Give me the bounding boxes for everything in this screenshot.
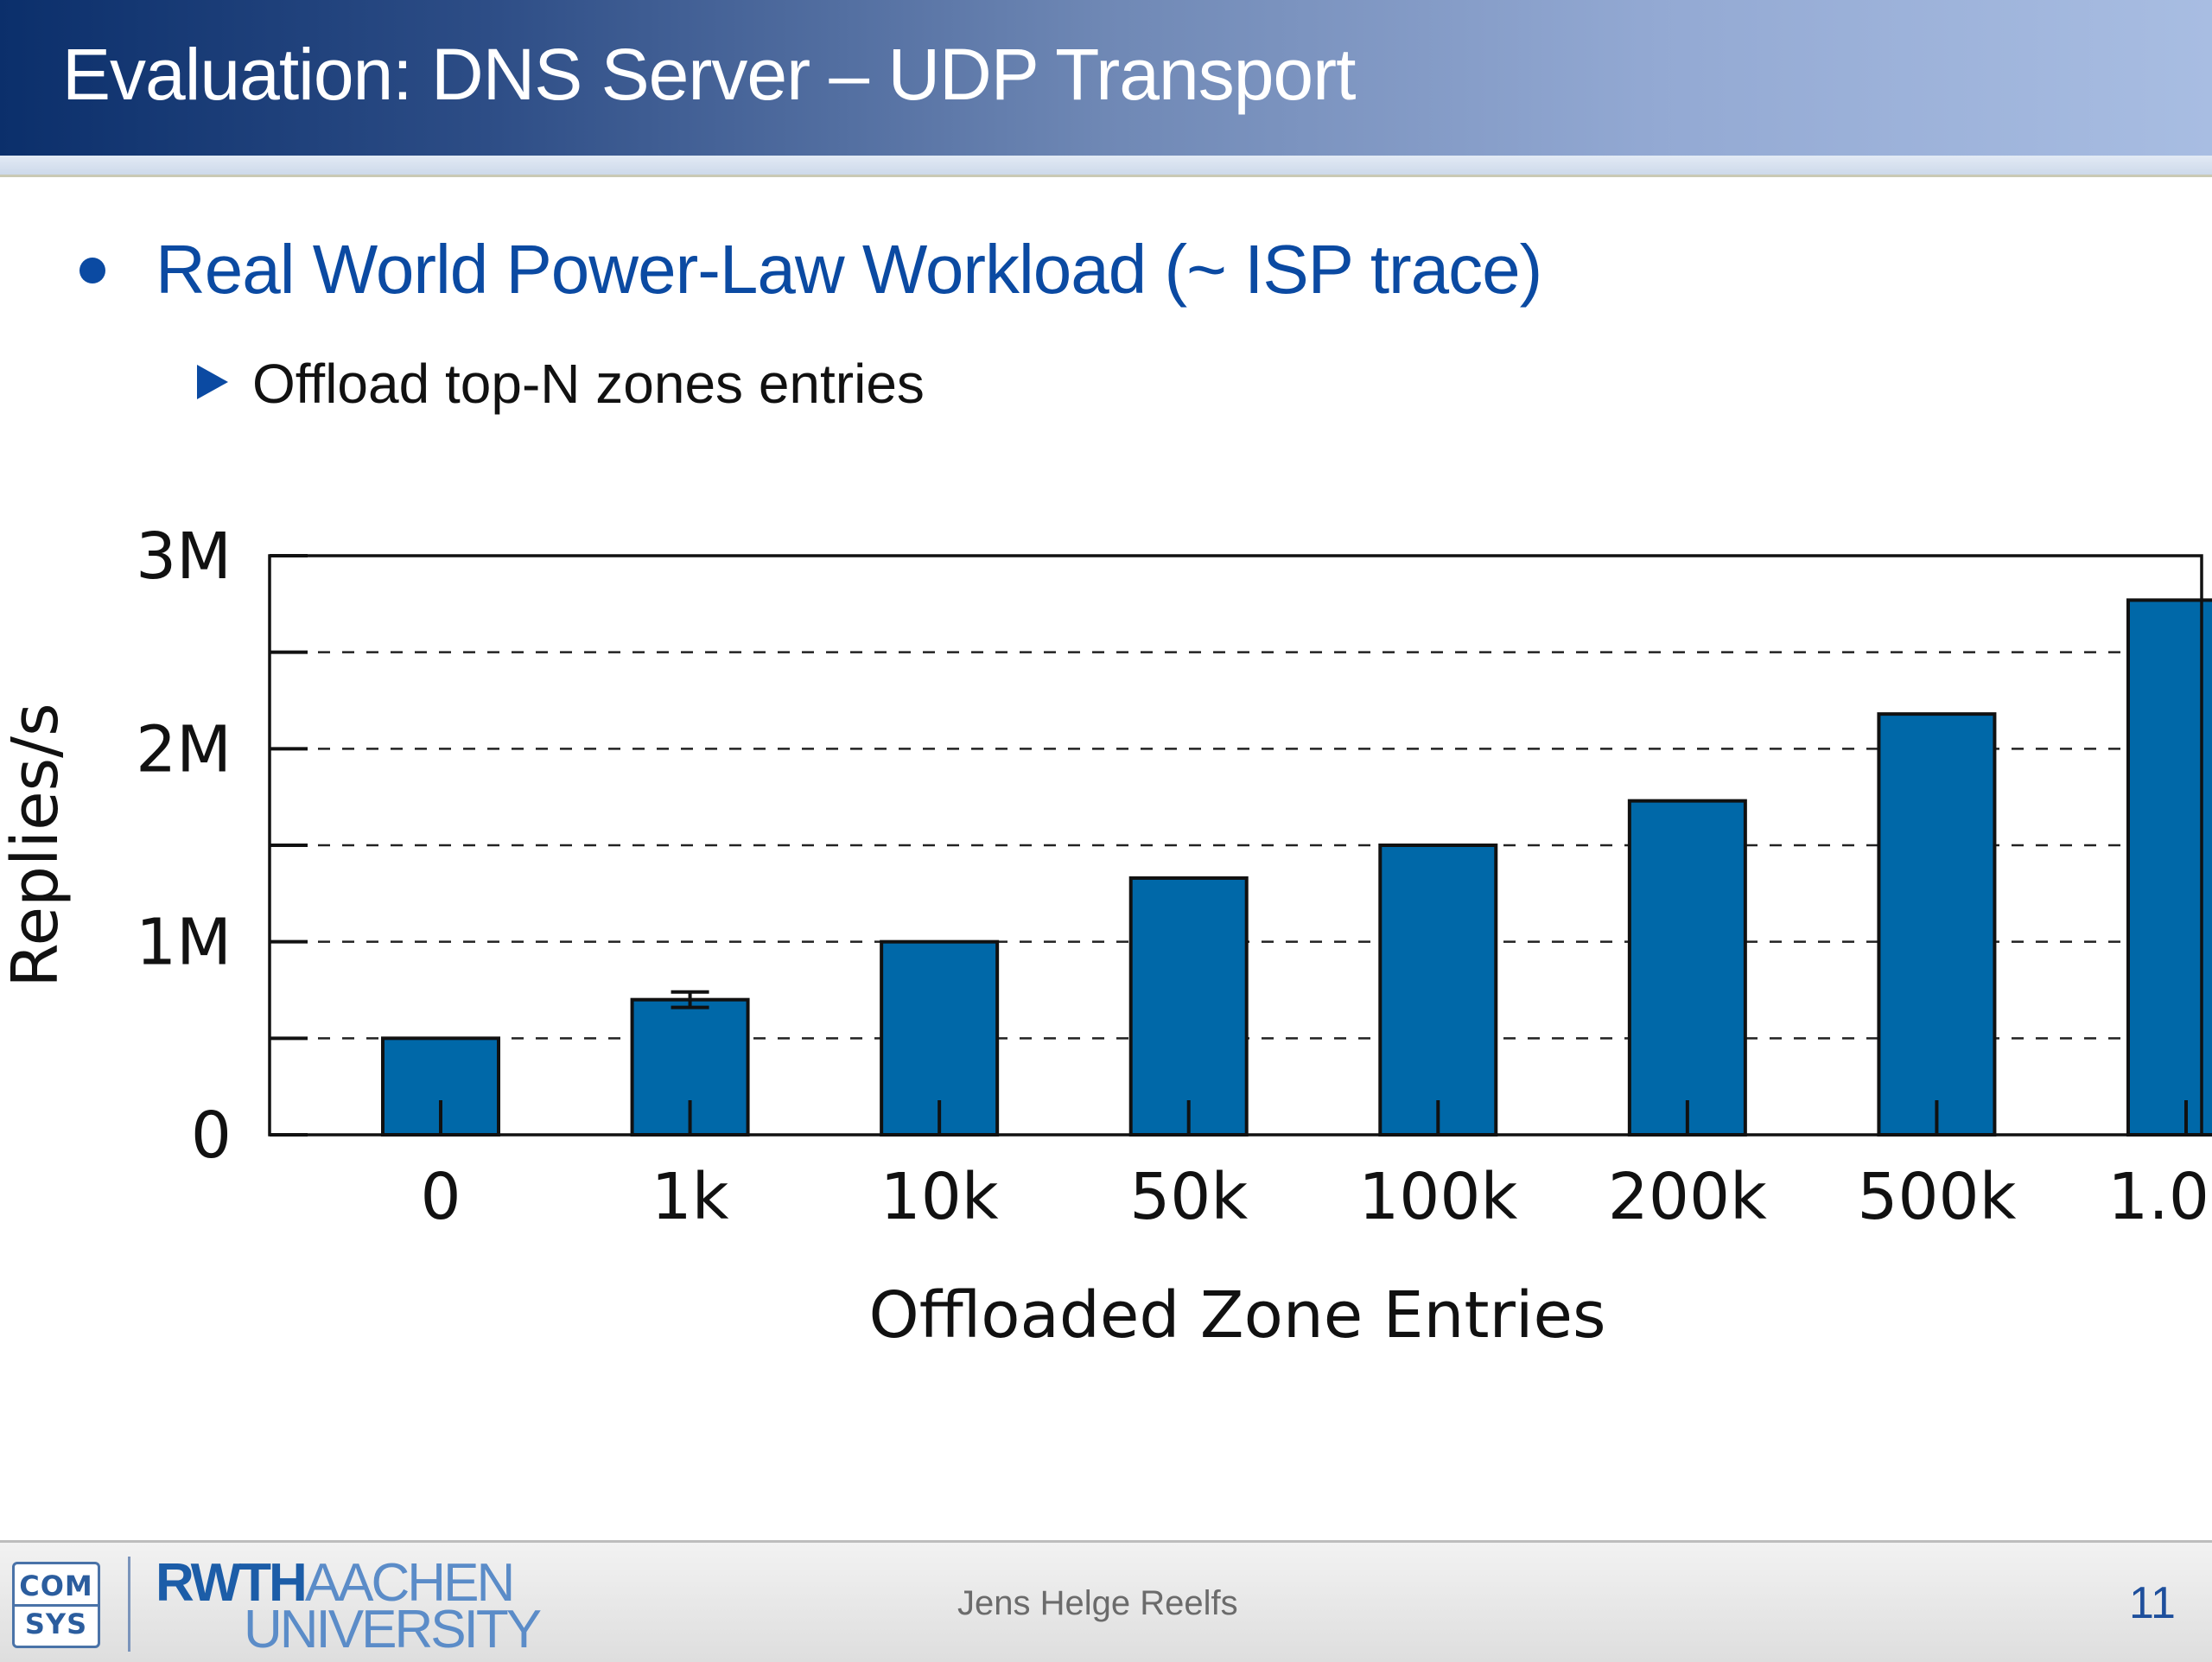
x-tick-label: 50k <box>1129 1160 1248 1234</box>
sub-bullet-text: Offload top-N zones entries <box>252 353 925 415</box>
bar <box>1128 876 1249 1137</box>
x-tick-label: 1.0M <box>2107 1160 2212 1234</box>
x-tick-label: 0 <box>420 1160 461 1234</box>
x-tick-label: 10k <box>880 1160 999 1234</box>
x-tick-label: 500k <box>1857 1160 2016 1234</box>
logo-divider <box>128 1557 130 1652</box>
bullet-dot-icon <box>79 258 105 283</box>
triangle-bullet-icon <box>197 365 228 399</box>
x-tick-label: 200k <box>1608 1160 1767 1234</box>
slide-title: Evaluation: DNS Server – UDP Transport <box>62 34 1356 115</box>
bar <box>381 1036 500 1137</box>
slide-header: Evaluation: DNS Server – UDP Transport <box>0 0 2212 156</box>
comsys-logo-top: COM <box>19 1570 93 1602</box>
bar <box>1877 712 1997 1137</box>
x-tick-label: 100k <box>1358 1160 1517 1234</box>
bar-chart: 0 1k 10k 50k 100k 200k 500k 1.0M 0 1M 2M 3M Offloade… <box>0 519 2212 1353</box>
bar <box>1378 844 1498 1137</box>
y-axis-label: Replies/s <box>0 703 73 987</box>
y-tick-label: 1M <box>136 906 232 980</box>
x-tick-label: 1k <box>652 1160 729 1234</box>
page-number: 11 <box>2129 1578 2176 1628</box>
bar <box>2126 598 2212 1137</box>
slide-footer: COM SYS RWTHAACHEN UNIVERSITY Jens Helge… <box>0 1540 2212 1662</box>
main-bullet-text: Real World Power-Law Workload (~ ISP tra… <box>156 231 1542 308</box>
rwth-logo-line2: UNIVERSITY <box>244 1600 542 1659</box>
bar <box>1627 799 1747 1137</box>
y-tick-label: 3M <box>136 519 232 594</box>
comsys-logo: COM SYS <box>12 1562 100 1648</box>
y-tick-label: 2M <box>136 712 232 786</box>
rwth-aachen-logo: RWTHAACHEN UNIVERSITY <box>156 1553 542 1657</box>
header-divider <box>0 156 2212 177</box>
footer-author: Jens Helge Reelfs <box>957 1584 1238 1622</box>
comsys-logo-bottom: SYS <box>24 1608 88 1640</box>
y-tick-label: 0 <box>191 1098 232 1173</box>
x-axis-label: Offloaded Zone Entries <box>868 1278 1605 1353</box>
rwth-logo-line1: RWTHAACHEN <box>156 1553 515 1613</box>
